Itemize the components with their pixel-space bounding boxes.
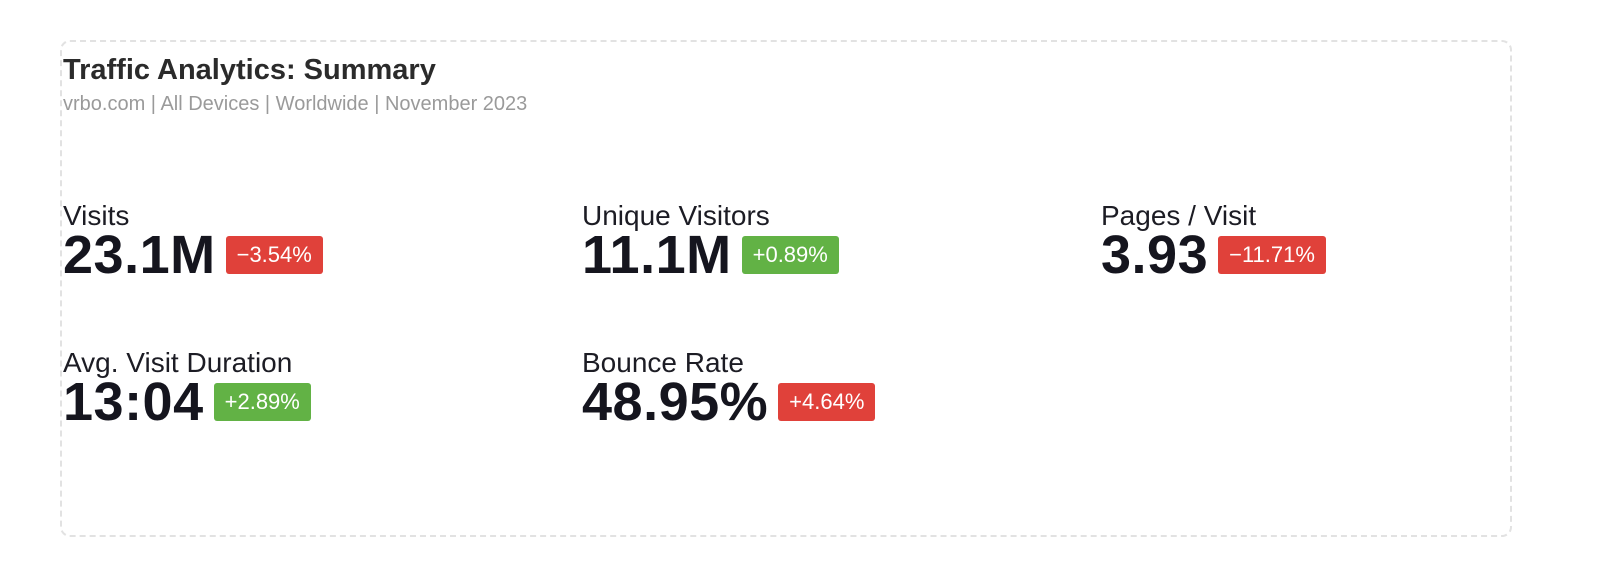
metric-value: 3.93 (1101, 225, 1209, 285)
metric-label: Pages / Visit (1101, 200, 1257, 231)
change-badge: −3.54% (225, 236, 323, 274)
metric-row: 11.1M +0.89% (582, 225, 1101, 285)
metric-value: 23.1M (63, 225, 216, 285)
metric-row: 48.95% +4.64% (582, 372, 1101, 432)
metric-label: Unique Visitors (582, 200, 770, 231)
metric: Avg. Visit Duration 13:04 +2.89% (63, 346, 582, 493)
metric: Visits 23.1M −3.54% (63, 199, 582, 346)
summary-card: Traffic Analytics: Summary vrbo.com | Al… (60, 40, 1512, 537)
metric-value: 48.95% (582, 372, 769, 432)
metric: Unique Visitors 11.1M +0.89% (582, 199, 1101, 346)
change-badge: +2.89% (213, 383, 311, 421)
metric-value: 13:04 (63, 372, 204, 432)
change-badge: −11.71% (1218, 236, 1326, 274)
metric-row: 3.93 −11.71% (1101, 225, 1501, 285)
change-badge: +0.89% (741, 236, 839, 274)
metric: Pages / Visit 3.93 −11.71% (1101, 199, 1501, 346)
card-title: Traffic Analytics: Summary (63, 54, 436, 86)
metric-label: Visits (63, 200, 130, 231)
metric: Bounce Rate 48.95% +4.64% (582, 346, 1101, 493)
card-subtitle: vrbo.com | All Devices | Worldwide | Nov… (63, 93, 528, 115)
metric-value: 11.1M (582, 225, 732, 285)
metrics-grid: Visits 23.1M −3.54% Unique Visitors 11.1M +0.… (63, 199, 1501, 493)
metric-row: 13:04 +2.89% (63, 372, 582, 432)
metric-label: Avg. Visit Duration (63, 347, 293, 378)
metric-row: 23.1M −3.54% (63, 225, 582, 285)
change-badge: +4.64% (778, 383, 876, 421)
metric-label: Bounce Rate (582, 347, 744, 378)
